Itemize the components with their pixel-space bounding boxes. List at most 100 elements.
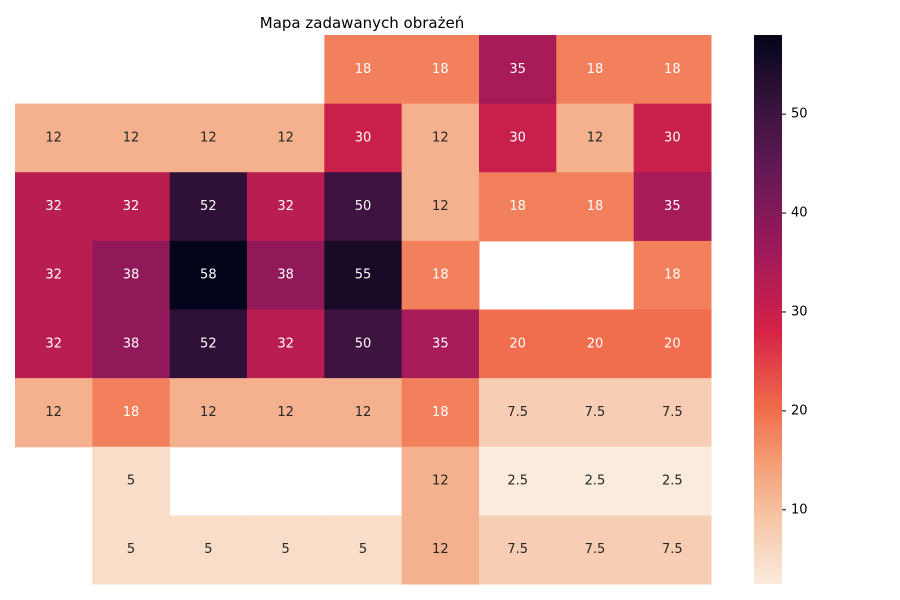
heatmap-cell [556, 378, 635, 448]
heatmap-cell-label: 30 [509, 130, 526, 145]
heatmap-cell [169, 240, 248, 311]
heatmap-cell [401, 515, 480, 585]
heatmap-cell-label: 12 [45, 405, 62, 420]
heatmap-cell [633, 103, 712, 173]
heatmap-cell [169, 515, 248, 585]
heatmap-cell [479, 35, 557, 105]
heatmap-cell [633, 378, 712, 448]
heatmap-cell [92, 240, 171, 311]
heatmap-cell-label: 12 [277, 405, 294, 420]
heatmap-cell [633, 309, 712, 379]
heatmap-cell-label: 35 [509, 62, 526, 77]
colorbar-gradient [754, 35, 782, 584]
heatmap-cell-label: 32 [277, 336, 294, 351]
heatmap-cell-label: 7.5 [662, 405, 683, 420]
heatmap-cell [556, 103, 635, 173]
heatmap-cell [92, 172, 171, 242]
heatmap-cell-label: 2.5 [507, 474, 528, 489]
heatmap-cell-label: 5 [127, 474, 135, 489]
heatmap-cell [479, 515, 557, 585]
heatmap-cell-label: 20 [509, 336, 526, 351]
heatmap-cell-label: 7.5 [585, 405, 606, 420]
heatmap-cell-label: 18 [587, 199, 604, 214]
heatmap-cell-label: 5 [282, 542, 290, 557]
heatmap-cell-label: 38 [123, 336, 140, 351]
heatmap-cell-label: 18 [355, 62, 372, 77]
heatmap-cell [556, 172, 635, 242]
heatmap-cell-label: 7.5 [585, 542, 606, 557]
heatmap-cell-label: 50 [355, 336, 372, 351]
heatmap-cell [15, 240, 93, 311]
heatmap-cell [633, 515, 712, 585]
heatmap-cell-label: 52 [200, 199, 217, 214]
heatmap-cell [324, 309, 403, 379]
heatmap-cell-label: 58 [200, 268, 217, 283]
heatmap-cell-label: 12 [200, 130, 217, 145]
heatmap-cell [479, 446, 557, 516]
heatmap-cell-label: 20 [664, 336, 681, 351]
heatmap-cell [324, 515, 403, 585]
heatmap-cell-label: 50 [355, 199, 372, 214]
heatmap-cell [247, 240, 325, 311]
heatmap-cell-label: 30 [664, 130, 681, 145]
heatmap-cell [324, 172, 403, 242]
colorbar: 10 20 30 40 50 [754, 35, 808, 584]
heatmap-cell-label: 18 [432, 62, 449, 77]
heatmap-cell-label: 35 [432, 336, 449, 351]
heatmap-cell [633, 35, 712, 105]
heatmap-cell-label: 7.5 [507, 405, 528, 420]
heatmap-cell-label: 18 [432, 405, 449, 420]
heatmap-cell [401, 172, 480, 242]
heatmap-cell [479, 309, 557, 379]
heatmap-cell [92, 103, 171, 173]
heatmap-cell-label: 38 [123, 268, 140, 283]
heatmap-cell-label: 32 [45, 199, 62, 214]
heatmap-cell [479, 378, 557, 448]
heatmap-cell [633, 446, 712, 516]
heatmap-cell [247, 515, 325, 585]
heatmap-cell [556, 309, 635, 379]
heatmap-cell [169, 103, 248, 173]
colorbar-tick-label: 50 [791, 107, 808, 122]
heatmap-cell [401, 378, 480, 448]
heatmap-cell [556, 515, 635, 585]
heatmap-cell-label: 12 [45, 130, 62, 145]
heatmap-cell-label: 32 [123, 199, 140, 214]
heatmap-cells: 18 18 35 18 18 12 12 12 12 30 12 30 12 30 32 32 52 32 50 12… [15, 35, 712, 585]
heatmap-cell [556, 446, 635, 516]
heatmap-cell [247, 378, 325, 448]
heatmap-cell [324, 103, 403, 173]
heatmap-cell-label: 12 [587, 130, 604, 145]
heatmap-cell [169, 309, 248, 379]
heatmap-cell-label: 5 [204, 542, 212, 557]
heatmap-cell [479, 103, 557, 173]
heatmap-cell-label: 2.5 [662, 474, 683, 489]
heatmap-cell-label: 18 [587, 62, 604, 77]
heatmap-cell-label: 38 [277, 268, 294, 283]
colorbar-tick-label: 10 [791, 502, 808, 517]
heatmap-cell [247, 172, 325, 242]
heatmap-cell-label: 32 [45, 336, 62, 351]
heatmap-cell-label: 12 [432, 474, 449, 489]
heatmap-cell-label: 18 [509, 199, 526, 214]
colorbar-tick-label: 40 [791, 206, 808, 221]
heatmap-cell [169, 378, 248, 448]
heatmap-cell [92, 378, 171, 448]
heatmap-cell [247, 309, 325, 379]
heatmap-cell [92, 446, 171, 516]
colorbar-tick-label: 30 [791, 304, 808, 319]
heatmap-cell-label: 12 [123, 130, 140, 145]
heatmap-cell-label: 12 [432, 130, 449, 145]
heatmap-cell [15, 378, 93, 448]
heatmap-cell-label: 2.5 [585, 474, 606, 489]
heatmap-cell-label: 5 [127, 542, 135, 557]
heatmap-cell-label: 35 [664, 199, 681, 214]
heatmap-cell [169, 172, 248, 242]
heatmap-cell [633, 240, 712, 311]
heatmap-cell-label: 5 [359, 542, 367, 557]
heatmap-cell [15, 172, 93, 242]
heatmap-cell-label: 32 [45, 268, 62, 283]
heatmap-cell [247, 103, 325, 173]
heatmap-cell [401, 446, 480, 516]
